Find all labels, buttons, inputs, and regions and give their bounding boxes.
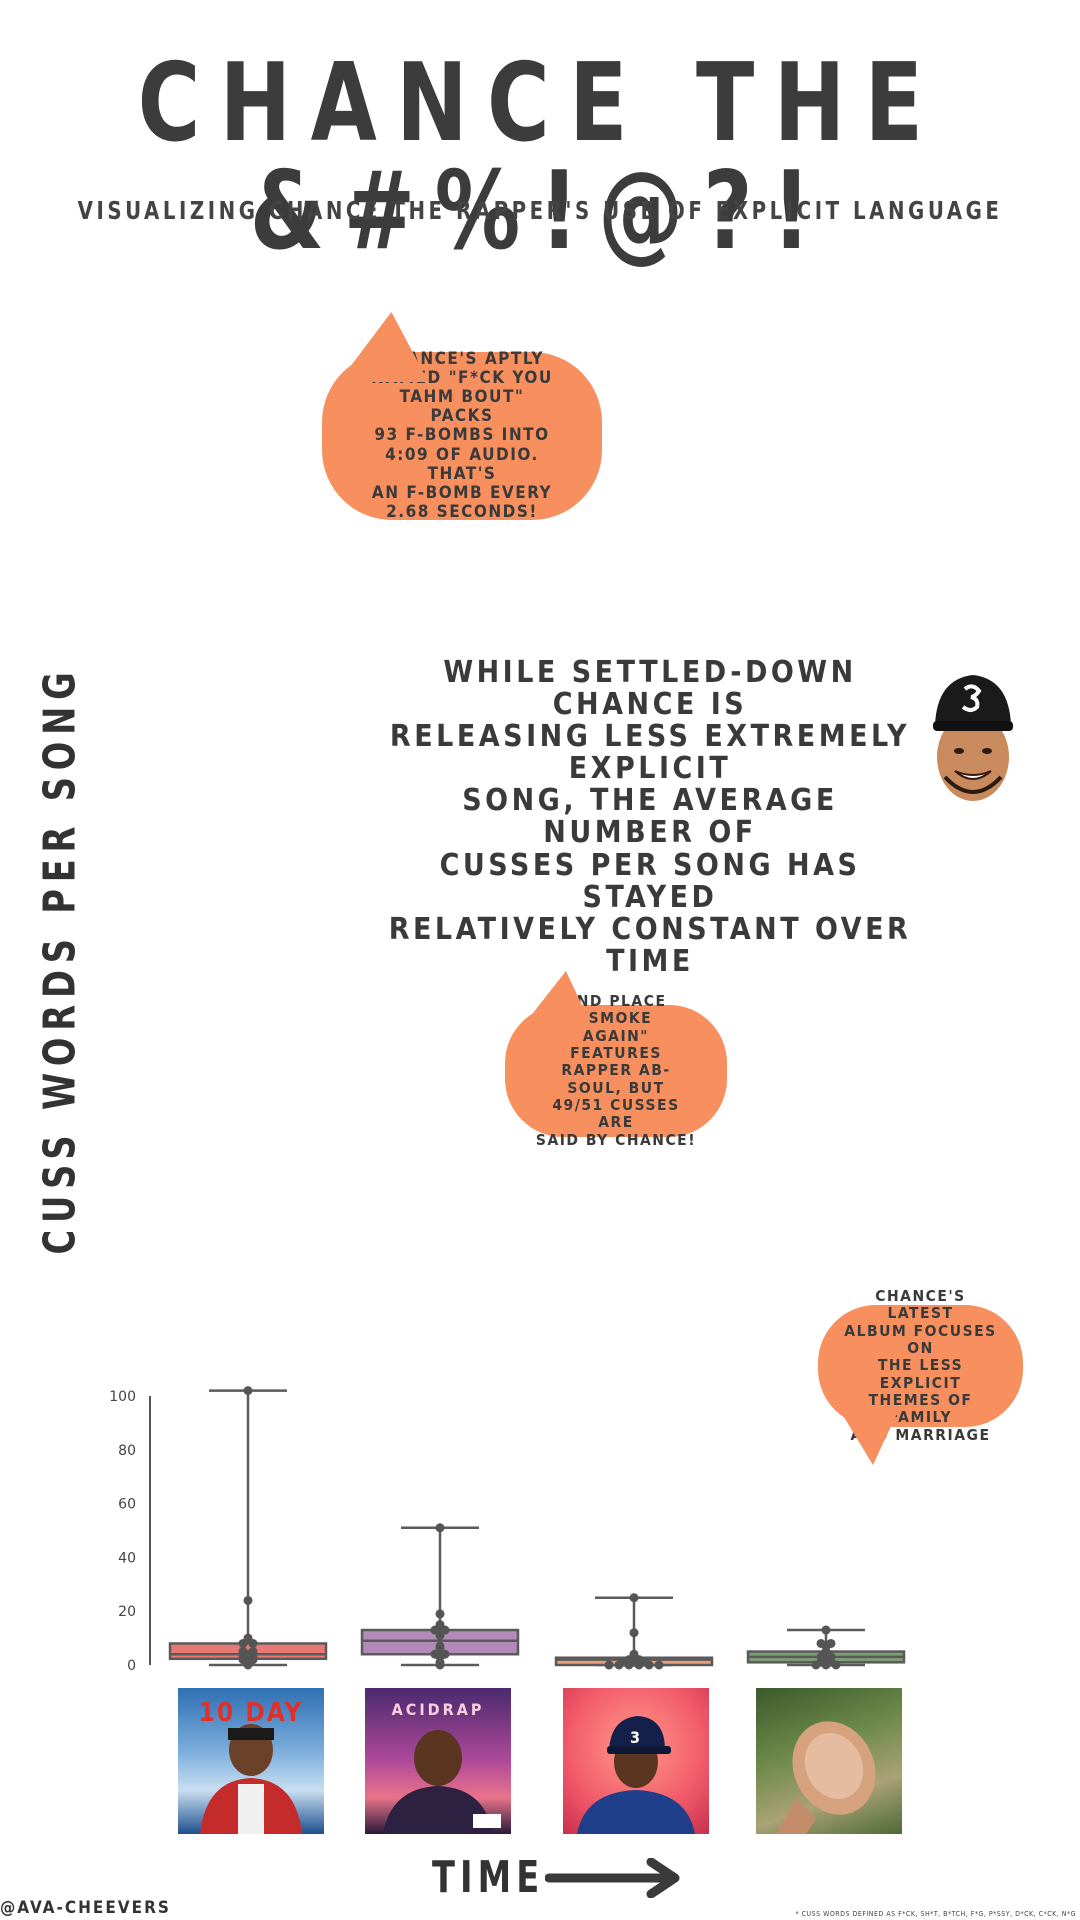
data-point [826, 1638, 836, 1648]
data-point [654, 1660, 664, 1670]
album-cover-title: 3 [629, 1728, 642, 1747]
album-art-figure [776, 1721, 876, 1834]
annotation-bubble-smoke-again: 2ND PLACE "SMOKE AGAIN" FEATURES RAPPER … [505, 992, 727, 1149]
album-cover-coloring-book: 3 [563, 1688, 709, 1834]
data-point [248, 1647, 258, 1657]
callout-line: SONG, THE AVERAGE NUMBER OF [462, 783, 838, 851]
x-axis-label: TIME [432, 1852, 545, 1903]
page-subtitle: VISUALIZING CHANCE THE RAPPER'S USE OF E… [77, 196, 1003, 225]
bubble-line: 49/51 CUSSES ARE [552, 1096, 680, 1132]
data-point [604, 1660, 614, 1670]
time-arrow-icon [545, 1858, 680, 1898]
author-handle: @AVA-CHEEVERS [0, 1898, 171, 1918]
bubble-line: CHANCE'S LATEST [875, 1286, 966, 1323]
album-cover-acid-rap: ACIDRAP [365, 1688, 511, 1834]
box-group [554, 1593, 714, 1670]
footnote: * CUSS WORDS DEFINED AS F*CK, SH*T, B*TC… [795, 1910, 1076, 1918]
album-cover-the-big-day [756, 1688, 902, 1834]
album-cover-10-day: 10 DAY [178, 1688, 324, 1834]
bubble-line: NAMED "F*CK YOU [371, 368, 553, 389]
data-point [629, 1628, 639, 1638]
y-tick-label: 40 [118, 1550, 136, 1566]
box-group [360, 1523, 520, 1670]
y-tick-label: 100 [109, 1389, 136, 1405]
album-cover-title: ACIDRAP [391, 1700, 485, 1719]
box-series [168, 1386, 906, 1670]
callout-line: CUSSES PER SONG HAS STAYED [439, 847, 861, 915]
y-tick-label: 60 [118, 1497, 136, 1513]
main-callout-text: WHILE SETTLED-DOWN CHANCE IS RELEASING L… [385, 655, 915, 979]
data-point [629, 1593, 639, 1603]
album-art-figure [200, 1724, 302, 1834]
bubble-line: TAHM BOUT" PACKS [399, 387, 525, 427]
y-tick-label: 80 [118, 1443, 136, 1459]
y-tick-label: 0 [127, 1658, 136, 1674]
bubble-line: 2.68 SECONDS! [386, 501, 538, 522]
data-point [435, 1523, 445, 1533]
album-art-figure [383, 1730, 501, 1834]
data-point [816, 1638, 826, 1648]
bubble-line: CHANCE'S APTLY [380, 349, 544, 370]
bubble-line: AND MARRIAGE [850, 1425, 991, 1444]
annotation-bubble-latest-album: CHANCE'S LATEST ALBUM FOCUSES ON THE LES… [818, 1287, 1023, 1444]
bubble-line: 2ND PLACE "SMOKE [565, 991, 667, 1028]
page-title: CHANCE THE &#%!@?! [137, 41, 943, 274]
annotation-bubble-fuck-you-tahm-bout: CHANCE'S APTLY NAMED "F*CK YOU TAHM BOUT… [322, 349, 602, 522]
callout-line: RELATIVELY CONSTANT OVER TIME [388, 911, 912, 979]
album-cover-title: 10 DAY [198, 1698, 304, 1728]
y-tick-label: 20 [118, 1604, 136, 1620]
data-point [821, 1625, 831, 1635]
bubble-line: 93 F-BOMBS INTO [374, 425, 550, 446]
bubble-line: THEMES OF FAMILY [868, 1391, 973, 1427]
callout-line: WHILE SETTLED-DOWN CHANCE IS [443, 655, 857, 723]
bubble-line: THE LESS EXPLICIT [877, 1356, 964, 1392]
data-point [629, 1649, 639, 1659]
bubble-line: AGAIN" FEATURES [570, 1026, 662, 1062]
bubble-line: ALBUM FOCUSES ON [844, 1321, 997, 1357]
data-point [435, 1609, 445, 1619]
data-point [435, 1620, 445, 1630]
data-point [238, 1647, 248, 1657]
box-group [746, 1625, 906, 1670]
bubble-line: SAID BY CHANCE! [535, 1130, 697, 1149]
box-group [168, 1386, 328, 1670]
data-point [243, 1386, 253, 1396]
callout-line: RELEASING LESS EXTREMELY EXPLICIT [389, 719, 911, 787]
y-axis: 0 20 40 60 80 100 [109, 1389, 151, 1674]
bubble-line: AN F-BOMB EVERY [371, 482, 553, 503]
chance-face-illustration [933, 675, 1013, 801]
data-point [243, 1633, 253, 1643]
data-point [243, 1595, 253, 1605]
bubble-line: 4:09 OF AUDIO. THAT'S [385, 444, 539, 484]
bubble-line: RAPPER AB-SOUL, BUT [561, 1061, 671, 1097]
album-art-figure [577, 1716, 695, 1834]
data-point [435, 1641, 445, 1651]
